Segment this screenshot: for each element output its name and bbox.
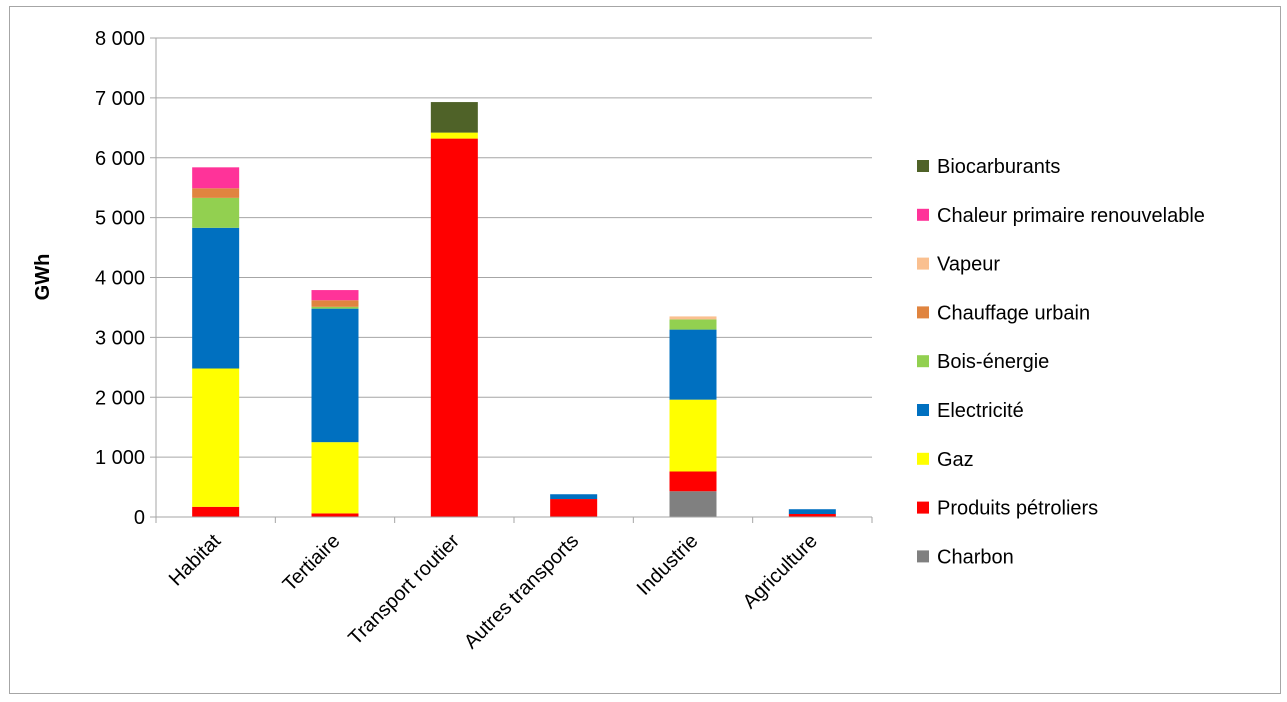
y-tick-label: 6 000 bbox=[95, 148, 145, 170]
x-tick-label: Agriculture bbox=[739, 530, 822, 613]
x-tick-label: Habitat bbox=[165, 530, 226, 591]
legend-item: Produits pétroliers bbox=[917, 498, 1098, 520]
legend-label: Chaleur primaire renouvelable bbox=[937, 205, 1205, 227]
legend-label: Vapeur bbox=[937, 254, 1000, 276]
bar-segment bbox=[311, 306, 359, 309]
legend-label: Biocarburants bbox=[937, 156, 1060, 178]
legend-item: Chaleur primaire renouvelable bbox=[917, 205, 1205, 227]
bar-segment bbox=[192, 167, 240, 189]
bars bbox=[192, 102, 836, 517]
legend-swatch bbox=[917, 257, 929, 270]
bar-segment bbox=[669, 316, 717, 320]
bar-segment bbox=[311, 300, 359, 307]
bar-segment bbox=[669, 491, 717, 517]
bar-segment bbox=[550, 494, 598, 500]
bar-segment bbox=[669, 329, 717, 400]
legend-swatch bbox=[917, 160, 929, 172]
legend-item: Gaz bbox=[917, 449, 974, 471]
legend-item: Electricité bbox=[917, 400, 1024, 422]
y-tick-label: 2 000 bbox=[95, 387, 145, 409]
y-tick-label: 4 000 bbox=[95, 268, 145, 290]
bar-segment bbox=[669, 399, 717, 472]
bar-segment bbox=[192, 197, 240, 228]
bar-segment bbox=[192, 227, 240, 369]
y-tick-label: 8 000 bbox=[95, 28, 145, 50]
legend-label: Bois-énergie bbox=[937, 351, 1049, 373]
bar-segment bbox=[311, 442, 359, 514]
legend-label: Charbon bbox=[937, 546, 1014, 568]
bar-segment bbox=[192, 368, 240, 507]
x-tick-label: Tertiaire bbox=[279, 530, 345, 596]
bar-segment bbox=[430, 132, 478, 139]
legend-swatch bbox=[917, 550, 929, 563]
bar-segment bbox=[669, 471, 717, 492]
legend-swatch bbox=[917, 208, 929, 221]
y-axis-label: GWh bbox=[32, 254, 54, 301]
legend-label: Chauffage urbain bbox=[937, 302, 1090, 324]
gridlines bbox=[150, 37, 872, 518]
x-tick-label: Autres transports bbox=[460, 530, 583, 653]
bar-segment bbox=[669, 319, 717, 330]
x-tick-label: Industrie bbox=[633, 530, 703, 600]
legend-swatch bbox=[917, 501, 929, 514]
y-tick-label: 5 000 bbox=[95, 208, 145, 230]
y-tick-label: 1 000 bbox=[95, 447, 145, 469]
bar-segment bbox=[788, 509, 836, 515]
axes bbox=[155, 38, 873, 523]
legend-label: Gaz bbox=[937, 449, 974, 471]
legend-item: Bois-énergie bbox=[917, 351, 1049, 373]
legend: Biocarburants Chaleur primaire renouvelab… bbox=[917, 156, 1205, 568]
y-tick-labels: 0 1 000 2 000 3 000 4 000 5 000 6 000 7 000 8 00… bbox=[95, 28, 145, 529]
legend-item: Biocarburants bbox=[917, 156, 1060, 178]
bar-segment bbox=[192, 506, 240, 517]
legend-swatch bbox=[917, 306, 929, 319]
bar-segment bbox=[788, 514, 836, 517]
bar-segment bbox=[311, 513, 359, 517]
legend-item: Charbon bbox=[917, 546, 1014, 568]
x-tick-labels: Habitat Tertiaire Transport routierAutres … bbox=[165, 530, 822, 654]
y-tick-label: 0 bbox=[134, 507, 145, 529]
y-tick-label: 3 000 bbox=[95, 327, 145, 349]
bar-segment bbox=[192, 188, 240, 198]
legend-label: Produits pétroliers bbox=[937, 498, 1098, 520]
legend-label: Electricité bbox=[937, 400, 1024, 422]
bar-segment bbox=[430, 102, 478, 133]
legend-swatch bbox=[917, 452, 929, 465]
legend-swatch bbox=[917, 404, 929, 416]
legend-swatch bbox=[917, 355, 929, 368]
y-tick-label: 7 000 bbox=[95, 88, 145, 110]
bar-segment bbox=[311, 308, 359, 443]
legend-item: Vapeur bbox=[917, 254, 1000, 276]
bar-segment bbox=[550, 499, 598, 517]
legend-item: Chauffage urbain bbox=[917, 302, 1090, 324]
bar-segment bbox=[311, 290, 359, 301]
bar-segment bbox=[430, 138, 478, 517]
x-tick-label: Transport routier bbox=[344, 530, 464, 650]
